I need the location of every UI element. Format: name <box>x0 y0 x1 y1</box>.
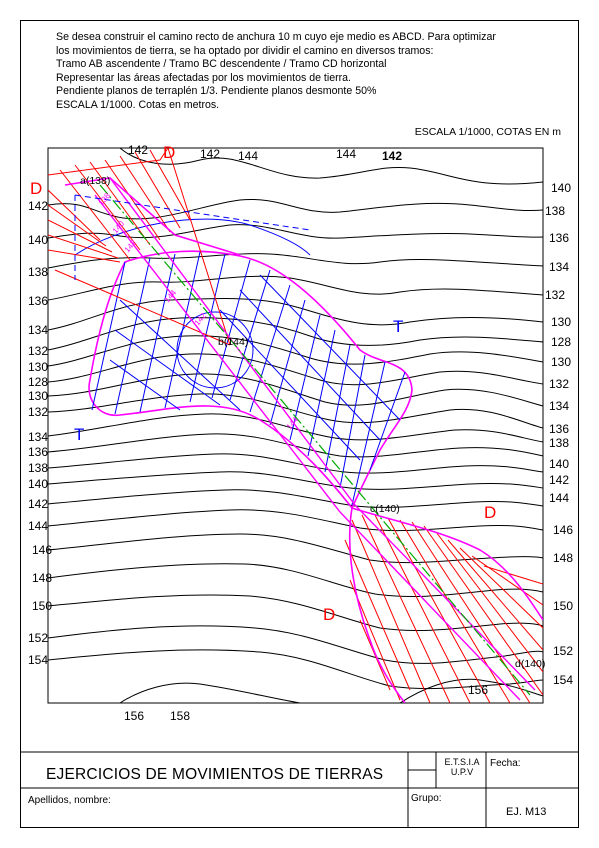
contour-label-left: 148 <box>32 571 52 585</box>
statement-line: los movimientos de tierra, se ha optado … <box>56 44 434 57</box>
contour-label-left: 138 <box>28 461 48 475</box>
contour-label-top: 142 <box>382 149 402 163</box>
contour-label-left: 144 <box>28 519 48 533</box>
axis-mark: 138 <box>97 191 113 207</box>
road-edges <box>94 177 536 701</box>
axis-marks: 138 140 142 144 142 144 <box>97 191 301 431</box>
contour-label-bottom: 156 <box>124 709 144 723</box>
contour-label-right: 144 <box>549 491 569 505</box>
contour-label-left: 136 <box>28 445 48 459</box>
contour-label-right: 146 <box>553 523 573 537</box>
embankment-area <box>74 218 413 510</box>
cut-boundary-lower-right <box>351 507 543 621</box>
contour-label-right: 130 <box>551 355 571 369</box>
bank-zone-letter: T <box>393 317 403 336</box>
contour-label-left: 154 <box>28 653 48 667</box>
contour-label-right: 134 <box>549 399 569 413</box>
school-line: E.T.S.I.A <box>444 757 480 767</box>
exercise-code: EJ. M13 <box>506 806 547 818</box>
contour-label-right: 130 <box>551 315 571 329</box>
cut-boundary-lower-left <box>348 507 406 703</box>
contour-label-bottom: 156 <box>468 683 488 697</box>
contour-label-left: 142 <box>28 497 48 511</box>
contour-label-left: 134 <box>28 323 48 337</box>
contour-label-left: 128 <box>28 375 48 389</box>
statement-line: Se desea construir el camino recto de an… <box>56 31 496 43</box>
statement-line: Representar las áreas afectadas por los … <box>56 71 352 84</box>
contour-label-right: 140 <box>549 457 569 471</box>
grupo-label: Grupo: <box>411 793 442 804</box>
contour-label-right: 154 <box>553 673 573 687</box>
contour-label-right: 150 <box>553 599 573 613</box>
contour-label-right: 136 <box>549 422 569 436</box>
contour-label-left: 130 <box>28 360 48 374</box>
contour-label-left: 146 <box>32 543 52 557</box>
contour-label-right: 152 <box>553 644 573 658</box>
contour-label-left: 140 <box>28 477 48 491</box>
point-b-label: b(144) <box>218 336 248 348</box>
cut-area-lower <box>344 514 543 703</box>
statement-line: ESCALA 1/1000. Cotas en metros. <box>56 98 220 111</box>
sheet-frame <box>20 20 579 828</box>
contour-label-top: 144 <box>238 149 258 163</box>
axis-mark: 142 <box>123 238 139 254</box>
apellidos-label: Apellidos, nombre: <box>28 795 111 806</box>
cut-boundary-upper <box>64 177 241 256</box>
contour-label-bottom: 158 <box>170 709 190 723</box>
contour-label-left: 150 <box>32 599 52 613</box>
fecha-label: Fecha: <box>490 758 521 769</box>
contour-label-right: 138 <box>545 204 565 218</box>
contour-label-top: 142 <box>128 143 148 157</box>
school-line: U.P.V <box>450 767 474 777</box>
statement-line: Tramo AB ascendente / Tramo BC descenden… <box>56 58 387 71</box>
contour-label-right: 136 <box>549 231 569 245</box>
statement-line: Pendiente planos de terraplén 1/3. Pendi… <box>56 85 377 98</box>
school-label: E.T.S.I.A U.P.V <box>440 757 484 777</box>
contour-label-right: 148 <box>553 551 573 565</box>
point-a-label: a(138) <box>80 175 110 187</box>
point-c-label: c(140) <box>370 503 400 515</box>
contour-label-left: 130 <box>28 389 48 403</box>
contour-label-left: 138 <box>28 265 48 279</box>
contour-label-right: 134 <box>549 260 569 274</box>
cut-zone-letter: D <box>163 143 175 162</box>
contour-label-left: 136 <box>28 294 48 308</box>
title-block-grid <box>21 751 578 828</box>
contour-label-left: 134 <box>28 430 48 444</box>
contour-label-right: 142 <box>549 473 569 487</box>
cut-zone-letter: D <box>484 503 496 522</box>
bank-zone-letter: T <box>74 425 84 444</box>
contour-label-top: 144 <box>336 147 356 161</box>
contour-label-right: 132 <box>545 288 565 302</box>
cut-zone-letter: D <box>323 605 335 624</box>
contour-label-right: 128 <box>551 335 571 349</box>
scale-note: ESCALA 1/1000, COTAS EN m <box>414 126 561 138</box>
cut-zone-letter: D <box>30 179 42 198</box>
axis-mark: 144 <box>163 288 179 304</box>
problem-statement: Se desea construir el camino recto de an… <box>56 31 576 113</box>
contour-label-right: 138 <box>549 436 569 450</box>
contour-label-left: 132 <box>28 405 48 419</box>
road-axis <box>99 184 531 696</box>
map-border <box>47 147 544 704</box>
point-d-label: d(140) <box>515 658 545 670</box>
contour-label-left: 140 <box>28 233 48 247</box>
contour-label-left: 152 <box>28 631 48 645</box>
sheet-title: EJERCICIOS DE MOVIMIENTOS DE TIERRAS <box>46 766 384 783</box>
contour-label-top: 142 <box>200 147 220 161</box>
contour-label-right: 132 <box>549 377 569 391</box>
cut-area-upper <box>48 148 231 346</box>
contour-label-right: 140 <box>551 181 571 195</box>
contour-label-left: 142 <box>28 199 48 213</box>
contour-label-left: 132 <box>28 344 48 358</box>
